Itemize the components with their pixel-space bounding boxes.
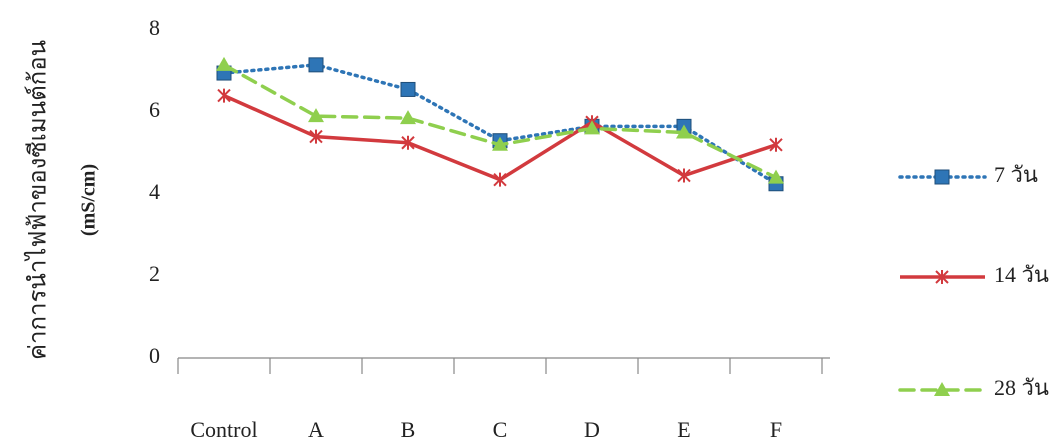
- x-tick-label: A: [308, 417, 324, 442]
- x-tick-label: F: [770, 417, 782, 442]
- legend-marker: [934, 169, 950, 185]
- legend-marker: [934, 382, 950, 396]
- marker: [308, 57, 324, 73]
- marker: [677, 168, 691, 183]
- marker: [401, 135, 415, 150]
- marker: [308, 108, 324, 123]
- marker: [676, 124, 692, 139]
- legend-label: 28 วัน: [994, 375, 1049, 400]
- series-line: [222, 63, 778, 180]
- marker: [400, 81, 416, 97]
- y-tick-label: 6: [149, 97, 160, 122]
- y-tick-label: 4: [149, 179, 160, 204]
- x-tick-label: Control: [190, 417, 257, 442]
- marker: [493, 172, 507, 187]
- y-tick-label: 8: [149, 15, 160, 40]
- marker: [769, 137, 783, 152]
- x-tick-label: E: [677, 417, 690, 442]
- legend-label: 14 วัน: [994, 262, 1049, 287]
- legend-marker: [935, 270, 949, 284]
- marker: [217, 88, 231, 103]
- marker: [768, 169, 784, 184]
- x-tick-label: B: [401, 417, 416, 442]
- marker: [492, 136, 508, 151]
- x-tick-label: C: [493, 417, 508, 442]
- x-tick-label: D: [584, 417, 600, 442]
- marker: [309, 129, 323, 144]
- y-tick-label: 2: [149, 261, 160, 286]
- marker: [584, 120, 600, 135]
- legend-label: 7 วัน: [994, 162, 1038, 187]
- y-axis-title: ค่าการนำไฟฟ้าของซีเมนต์ก้อน (mS/cm): [24, 40, 100, 360]
- series-line: [222, 63, 778, 186]
- y-label: ค่าการนำไฟฟ้าของซีเมนต์ก้อน: [24, 40, 52, 360]
- y-label-unit: (mS/cm): [78, 164, 100, 236]
- y-tick-label: 0: [149, 343, 160, 368]
- marker: [400, 110, 416, 125]
- marker: [216, 56, 232, 71]
